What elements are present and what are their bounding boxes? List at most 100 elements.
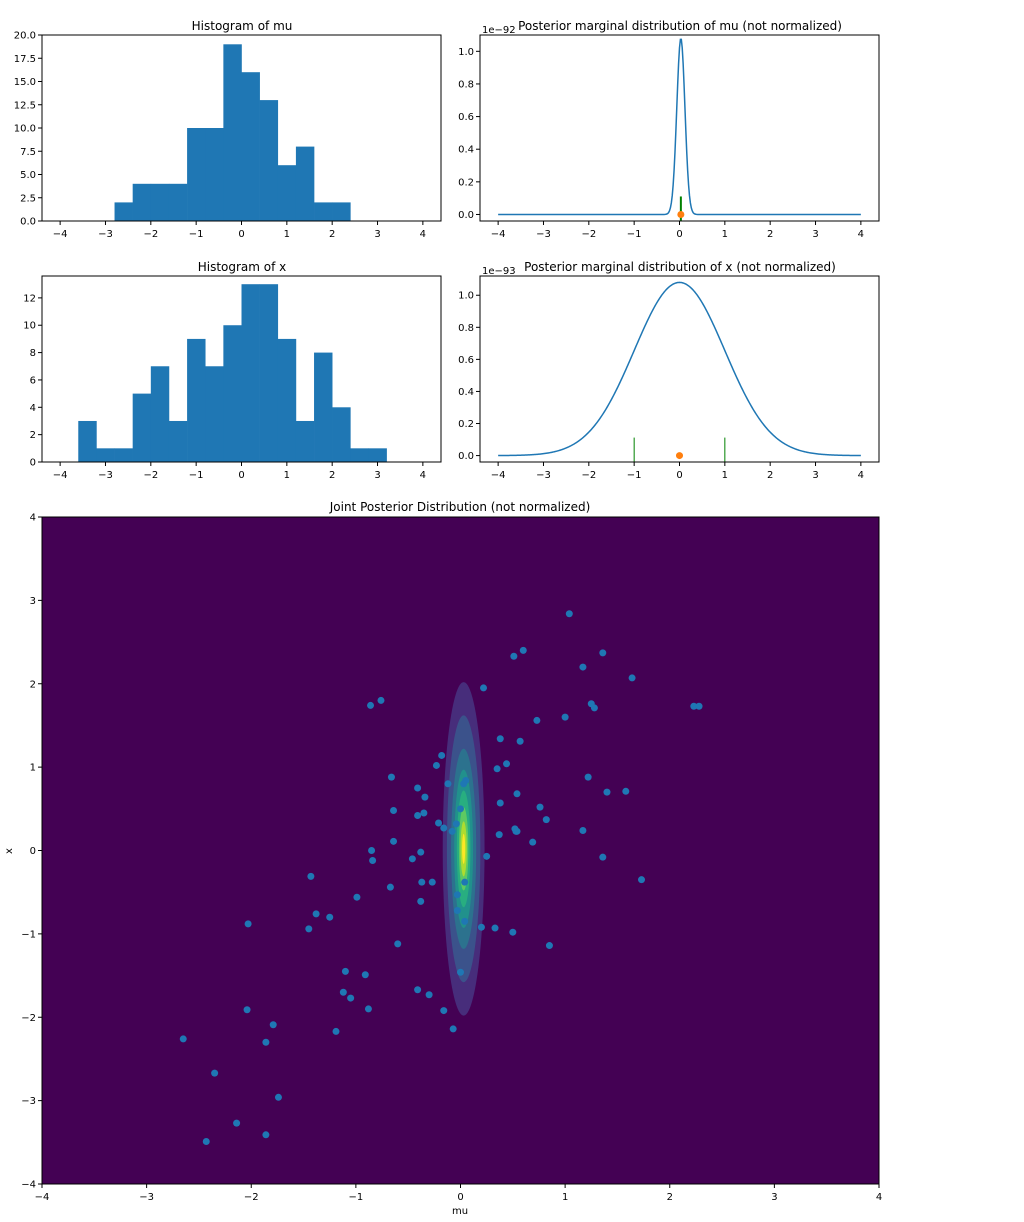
y-tick-label: 0.0: [458, 451, 474, 462]
x-tick-label: −3: [536, 470, 551, 481]
axes-frame: [41, 275, 442, 463]
sample-point: [584, 773, 592, 781]
tick-labels: −4 −3 −2 −1 0 1 2 3 4 0.0 0.2 0.4 0.6 0.8 1.0: [458, 47, 864, 240]
y-tick-label: 6: [30, 375, 36, 386]
chart-title: Histogram of mu: [192, 19, 293, 33]
sample-point: [305, 925, 313, 933]
sample-point: [233, 1119, 241, 1127]
y-axis-label: x: [4, 848, 15, 854]
sample-point: [496, 735, 504, 743]
sample-point: [438, 751, 446, 759]
histogram-bar: [277, 338, 297, 462]
sample-point: [262, 1038, 270, 1046]
x-tick-label: 1: [722, 470, 728, 481]
y-tick-label: 2: [30, 679, 36, 690]
x-tick-label: 4: [420, 470, 426, 481]
histogram-bar: [150, 366, 170, 462]
sample-point: [444, 780, 452, 788]
x-tick-label: −2: [581, 470, 596, 481]
sample-point: [461, 878, 469, 886]
x-tick-label: −3: [98, 229, 113, 240]
x-tick-label: 2: [767, 470, 773, 481]
sample-point: [332, 1027, 340, 1035]
sample-point: [274, 1093, 282, 1101]
sample-point: [449, 1025, 457, 1033]
sample-point: [603, 788, 611, 796]
x-tick-label: −1: [627, 470, 642, 481]
y-tick-label: 12.5: [14, 100, 36, 111]
x-axis-label: mu: [452, 1206, 468, 1217]
sample-point: [477, 923, 485, 931]
histogram-bar: [259, 100, 279, 221]
x-tick-label: −3: [536, 229, 551, 240]
sample-point: [579, 663, 587, 671]
sample-point: [495, 831, 503, 839]
sample-point: [347, 994, 355, 1002]
axes-frame: [479, 34, 880, 222]
sample-point: [590, 704, 598, 712]
x-tick-label: 0: [676, 229, 682, 240]
sample-point: [390, 837, 398, 845]
tick-labels: −4 −3 −2 −1 0 1 2 3 4 0.0 0.2 0.4 0.6 0.8 1.0: [458, 291, 864, 481]
sample-point: [326, 913, 334, 921]
x-tick-label: 4: [420, 229, 426, 240]
y-tick-label: 5.0: [20, 170, 36, 181]
x-tick-label: 2: [329, 229, 335, 240]
sample-point: [503, 760, 511, 768]
sample-point: [496, 799, 504, 807]
sample-point: [432, 761, 440, 769]
sample-point: [243, 1006, 251, 1014]
y-tick-label: 0.0: [458, 210, 474, 221]
histogram-bar: [223, 325, 242, 462]
y-tick-label: 0: [30, 458, 36, 469]
histogram-bar: [114, 202, 133, 221]
sample-point: [440, 1007, 448, 1015]
x-tick-label: 0: [238, 229, 244, 240]
y-tick-label: 7.5: [20, 147, 36, 158]
contour-level: [462, 833, 466, 864]
x-tick-label: −1: [189, 470, 204, 481]
sample-point: [377, 696, 385, 704]
sample-point: [435, 819, 443, 827]
bars: [78, 284, 387, 462]
x-tick-label: −1: [349, 1192, 364, 1203]
sample-point: [579, 826, 587, 834]
x-tick-label: 4: [876, 1192, 882, 1203]
histogram-bar: [150, 183, 170, 221]
sample-point: [599, 649, 607, 657]
histogram-bar: [187, 128, 206, 221]
y-tick-label: 20.0: [14, 31, 36, 42]
y-tick-label: 15.0: [14, 77, 36, 88]
x-tick-label: 3: [374, 470, 380, 481]
x-tick-label: 4: [858, 470, 864, 481]
y-tick-label: 0.6: [458, 112, 474, 123]
axes-frame: [41, 516, 880, 1185]
panel-joint-posterior: Joint Posterior Distribution (not normal…: [4, 500, 882, 1217]
sample-point: [453, 907, 461, 915]
x-tick-label: −4: [491, 470, 506, 481]
sample-point: [244, 920, 252, 928]
y-tick-label: −4: [21, 1180, 36, 1191]
x-tick-label: 2: [329, 470, 335, 481]
y-tick-label: 0.4: [458, 387, 474, 398]
bars: [114, 44, 351, 221]
sample-point: [628, 674, 636, 682]
histogram-bar: [314, 202, 333, 221]
sample-point: [460, 780, 468, 788]
histogram-bar: [223, 44, 242, 221]
sample-point: [390, 806, 398, 814]
sample-point: [461, 917, 469, 925]
y-tick-label: −1: [21, 929, 36, 940]
y-tick-label: 10: [23, 321, 36, 332]
panel-hist-mu: Histogram of mu −4 −3 −2 −1 0 1 2 3 4 0.0 2.5 5.0 7.…: [14, 19, 442, 240]
chart-title: Posterior marginal distribution of x (no…: [524, 260, 836, 274]
y-tick-label: 17.5: [14, 54, 36, 65]
y-tick-label: 2.5: [20, 193, 36, 204]
histogram-bar: [295, 146, 315, 221]
sample-point: [414, 986, 422, 994]
sample-point: [417, 897, 425, 905]
x-tick-label: 3: [812, 229, 818, 240]
histogram-bar: [241, 284, 260, 462]
histogram-bar: [241, 72, 260, 221]
